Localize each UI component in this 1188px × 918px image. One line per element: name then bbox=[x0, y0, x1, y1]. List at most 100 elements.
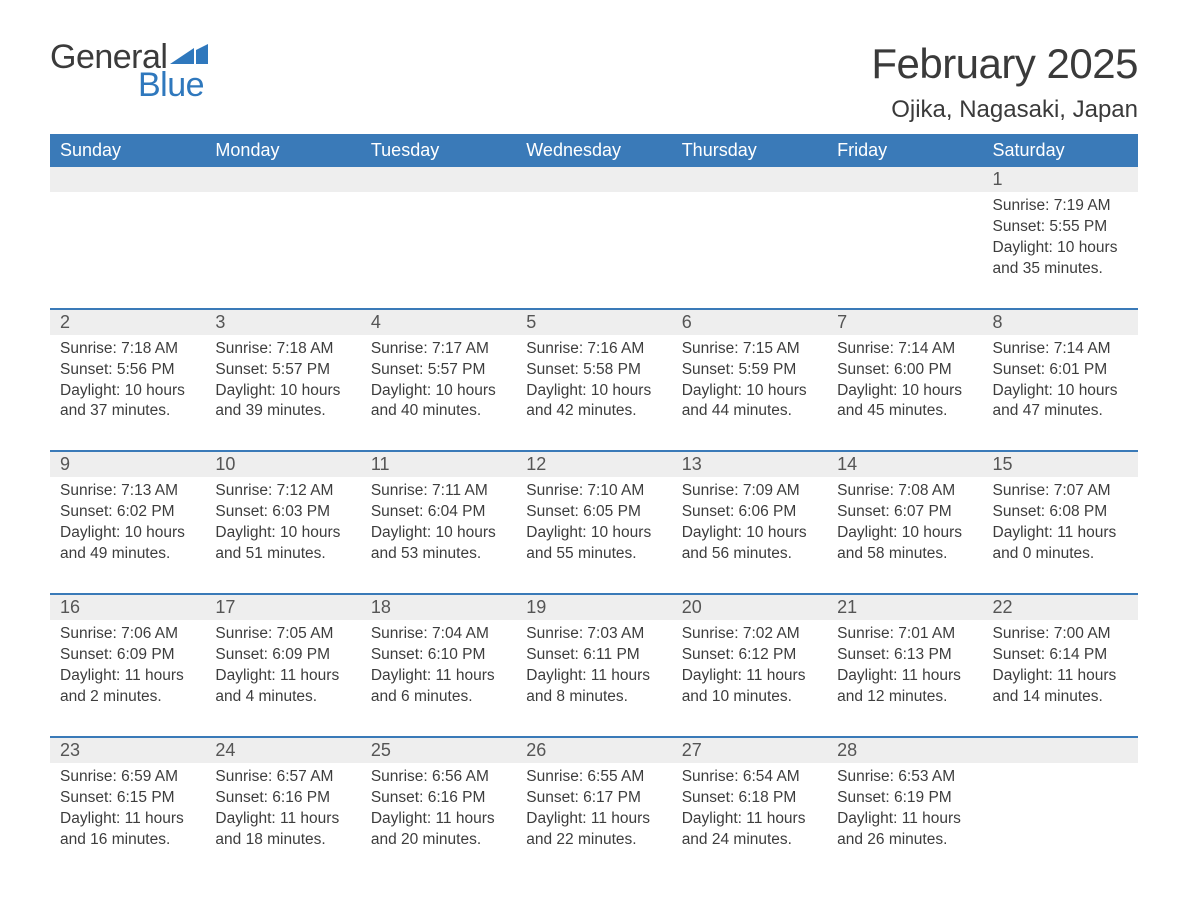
brand-logo: General Blue bbox=[50, 40, 208, 102]
day-detail-cell: Sunrise: 6:59 AMSunset: 6:15 PMDaylight:… bbox=[50, 763, 205, 861]
location-subtitle: Ojika, Nagasaki, Japan bbox=[871, 96, 1138, 124]
day-detail-cell bbox=[205, 192, 360, 309]
dow-header: Thursday bbox=[672, 134, 827, 167]
day-detail-cell: Sunrise: 7:06 AMSunset: 6:09 PMDaylight:… bbox=[50, 620, 205, 737]
day-number-cell: 11 bbox=[361, 452, 516, 477]
sunrise-text: Sunrise: 6:54 AM bbox=[682, 767, 817, 788]
daylight-text: Daylight: 10 hours and 49 minutes. bbox=[60, 523, 195, 565]
day-detail-cell bbox=[516, 192, 671, 309]
day-number-cell: 25 bbox=[361, 738, 516, 763]
sunset-text: Sunset: 5:57 PM bbox=[371, 360, 506, 381]
daylight-text: Daylight: 11 hours and 8 minutes. bbox=[526, 666, 661, 708]
sunrise-text: Sunrise: 7:09 AM bbox=[682, 481, 817, 502]
day-number-cell: 10 bbox=[205, 452, 360, 477]
daylight-text: Daylight: 11 hours and 10 minutes. bbox=[682, 666, 817, 708]
sunset-text: Sunset: 6:01 PM bbox=[993, 360, 1128, 381]
day-detail-cell: Sunrise: 6:53 AMSunset: 6:19 PMDaylight:… bbox=[827, 763, 982, 861]
daylight-text: Daylight: 10 hours and 55 minutes. bbox=[526, 523, 661, 565]
sunrise-text: Sunrise: 6:53 AM bbox=[837, 767, 972, 788]
day-detail-cell: Sunrise: 7:18 AMSunset: 5:57 PMDaylight:… bbox=[205, 335, 360, 452]
sunset-text: Sunset: 6:17 PM bbox=[526, 788, 661, 809]
day-detail-cell bbox=[672, 192, 827, 309]
sunset-text: Sunset: 5:58 PM bbox=[526, 360, 661, 381]
day-detail-cell: Sunrise: 7:13 AMSunset: 6:02 PMDaylight:… bbox=[50, 477, 205, 594]
daylight-text: Daylight: 10 hours and 45 minutes. bbox=[837, 381, 972, 423]
day-detail-cell: Sunrise: 7:08 AMSunset: 6:07 PMDaylight:… bbox=[827, 477, 982, 594]
week-detail-row: Sunrise: 7:13 AMSunset: 6:02 PMDaylight:… bbox=[50, 477, 1138, 594]
daylight-text: Daylight: 11 hours and 14 minutes. bbox=[993, 666, 1128, 708]
sunrise-text: Sunrise: 7:06 AM bbox=[60, 624, 195, 645]
week-daynum-row: 1 bbox=[50, 167, 1138, 192]
day-detail-cell: Sunrise: 7:14 AMSunset: 6:00 PMDaylight:… bbox=[827, 335, 982, 452]
week-daynum-row: 9101112131415 bbox=[50, 452, 1138, 477]
week-detail-row: Sunrise: 7:06 AMSunset: 6:09 PMDaylight:… bbox=[50, 620, 1138, 737]
daylight-text: Daylight: 10 hours and 42 minutes. bbox=[526, 381, 661, 423]
day-number-cell: 14 bbox=[827, 452, 982, 477]
sunrise-text: Sunrise: 6:56 AM bbox=[371, 767, 506, 788]
day-detail-cell bbox=[50, 192, 205, 309]
sunset-text: Sunset: 6:16 PM bbox=[371, 788, 506, 809]
day-number-cell bbox=[983, 738, 1138, 763]
sunset-text: Sunset: 6:04 PM bbox=[371, 502, 506, 523]
day-detail-cell: Sunrise: 6:55 AMSunset: 6:17 PMDaylight:… bbox=[516, 763, 671, 861]
week-detail-row: Sunrise: 7:19 AMSunset: 5:55 PMDaylight:… bbox=[50, 192, 1138, 309]
daylight-text: Daylight: 10 hours and 47 minutes. bbox=[993, 381, 1128, 423]
sunset-text: Sunset: 6:09 PM bbox=[215, 645, 350, 666]
sunset-text: Sunset: 6:08 PM bbox=[993, 502, 1128, 523]
sunrise-text: Sunrise: 7:14 AM bbox=[837, 339, 972, 360]
day-detail-cell: Sunrise: 7:14 AMSunset: 6:01 PMDaylight:… bbox=[983, 335, 1138, 452]
day-detail-cell: Sunrise: 7:09 AMSunset: 6:06 PMDaylight:… bbox=[672, 477, 827, 594]
calendar-body: 1Sunrise: 7:19 AMSunset: 5:55 PMDaylight… bbox=[50, 167, 1138, 860]
sunrise-text: Sunrise: 7:08 AM bbox=[837, 481, 972, 502]
day-detail-cell: Sunrise: 7:12 AMSunset: 6:03 PMDaylight:… bbox=[205, 477, 360, 594]
day-number-cell bbox=[672, 167, 827, 192]
day-detail-cell: Sunrise: 7:18 AMSunset: 5:56 PMDaylight:… bbox=[50, 335, 205, 452]
sunset-text: Sunset: 6:03 PM bbox=[215, 502, 350, 523]
sunrise-text: Sunrise: 7:18 AM bbox=[215, 339, 350, 360]
day-number-cell: 12 bbox=[516, 452, 671, 477]
sunset-text: Sunset: 5:57 PM bbox=[215, 360, 350, 381]
day-number-cell: 28 bbox=[827, 738, 982, 763]
day-detail-cell: Sunrise: 7:01 AMSunset: 6:13 PMDaylight:… bbox=[827, 620, 982, 737]
sunrise-text: Sunrise: 7:05 AM bbox=[215, 624, 350, 645]
sunrise-text: Sunrise: 7:11 AM bbox=[371, 481, 506, 502]
day-number-cell bbox=[516, 167, 671, 192]
day-number-cell: 22 bbox=[983, 595, 1138, 620]
sunrise-text: Sunrise: 7:13 AM bbox=[60, 481, 195, 502]
day-number-cell bbox=[205, 167, 360, 192]
daylight-text: Daylight: 11 hours and 18 minutes. bbox=[215, 809, 350, 851]
day-detail-cell: Sunrise: 7:03 AMSunset: 6:11 PMDaylight:… bbox=[516, 620, 671, 737]
sunrise-text: Sunrise: 7:10 AM bbox=[526, 481, 661, 502]
day-number-cell: 19 bbox=[516, 595, 671, 620]
daylight-text: Daylight: 11 hours and 20 minutes. bbox=[371, 809, 506, 851]
sunset-text: Sunset: 5:55 PM bbox=[993, 217, 1128, 238]
sunset-text: Sunset: 6:11 PM bbox=[526, 645, 661, 666]
daylight-text: Daylight: 10 hours and 44 minutes. bbox=[682, 381, 817, 423]
flag-icon bbox=[170, 44, 208, 68]
sunrise-text: Sunrise: 7:01 AM bbox=[837, 624, 972, 645]
month-title: February 2025 bbox=[871, 40, 1138, 88]
sunrise-text: Sunrise: 7:07 AM bbox=[993, 481, 1128, 502]
day-number-cell: 5 bbox=[516, 310, 671, 335]
title-block: February 2025 Ojika, Nagasaki, Japan bbox=[871, 40, 1138, 124]
sunrise-text: Sunrise: 6:59 AM bbox=[60, 767, 195, 788]
sunset-text: Sunset: 6:09 PM bbox=[60, 645, 195, 666]
day-number-cell: 4 bbox=[361, 310, 516, 335]
dow-header: Saturday bbox=[983, 134, 1138, 167]
day-number-cell: 16 bbox=[50, 595, 205, 620]
day-number-cell bbox=[50, 167, 205, 192]
daylight-text: Daylight: 11 hours and 26 minutes. bbox=[837, 809, 972, 851]
week-daynum-row: 16171819202122 bbox=[50, 595, 1138, 620]
day-detail-cell: Sunrise: 6:57 AMSunset: 6:16 PMDaylight:… bbox=[205, 763, 360, 861]
daylight-text: Daylight: 11 hours and 12 minutes. bbox=[837, 666, 972, 708]
day-number-cell bbox=[827, 167, 982, 192]
daylight-text: Daylight: 10 hours and 40 minutes. bbox=[371, 381, 506, 423]
sunset-text: Sunset: 6:13 PM bbox=[837, 645, 972, 666]
page-header: General Blue February 2025 Ojika, Nagasa… bbox=[50, 40, 1138, 124]
sunrise-text: Sunrise: 7:04 AM bbox=[371, 624, 506, 645]
sunrise-text: Sunrise: 7:17 AM bbox=[371, 339, 506, 360]
day-number-cell: 7 bbox=[827, 310, 982, 335]
daylight-text: Daylight: 10 hours and 51 minutes. bbox=[215, 523, 350, 565]
day-detail-cell: Sunrise: 7:02 AMSunset: 6:12 PMDaylight:… bbox=[672, 620, 827, 737]
week-detail-row: Sunrise: 7:18 AMSunset: 5:56 PMDaylight:… bbox=[50, 335, 1138, 452]
